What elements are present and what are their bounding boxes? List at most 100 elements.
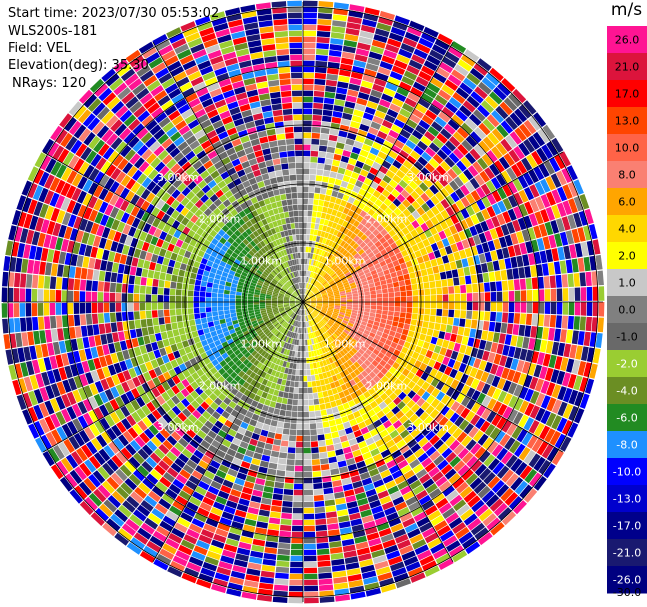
radar-gate	[229, 576, 244, 586]
radar-gate	[288, 310, 293, 315]
radar-gate	[204, 556, 219, 566]
radar-gate	[353, 368, 361, 376]
radar-gate	[88, 410, 99, 423]
radar-gate	[323, 272, 328, 279]
radar-gate	[37, 289, 44, 302]
radar-gate	[433, 439, 444, 450]
radar-gate	[383, 328, 390, 335]
radar-gate	[435, 553, 451, 565]
radar-gate	[408, 134, 420, 145]
radar-gate	[471, 390, 481, 401]
radar-gate	[354, 277, 361, 282]
radar-gate	[322, 372, 328, 379]
radar-gate	[384, 207, 393, 216]
radar-gate	[332, 333, 338, 339]
radar-gate	[55, 277, 63, 290]
radar-gate	[213, 278, 220, 285]
radar-gate	[278, 293, 285, 296]
radar-gate	[382, 474, 394, 484]
radar-gate	[318, 145, 327, 152]
radar-gate	[311, 278, 315, 285]
radar-gate	[44, 174, 55, 189]
radar-gate	[279, 524, 292, 532]
radar-gate	[276, 396, 283, 404]
radar-gate	[82, 193, 93, 206]
radar-gate	[303, 18, 317, 25]
radar-gate	[242, 289, 249, 294]
radar-gate	[238, 466, 249, 475]
radar-gate	[353, 228, 361, 235]
radar-gate	[369, 286, 376, 292]
radar-gate	[259, 299, 265, 302]
radar-gate	[322, 318, 328, 323]
radar-gate	[291, 350, 296, 357]
radar-gate	[310, 441, 319, 448]
radar-gate	[351, 250, 358, 257]
radar-gate	[402, 328, 409, 336]
radar-gate	[339, 161, 348, 169]
radar-gate	[375, 313, 382, 319]
radar-gate	[387, 193, 396, 203]
radar-gate	[370, 89, 383, 99]
radar-gate	[97, 292, 104, 302]
radar-gate	[428, 466, 440, 478]
radar-gate	[294, 381, 299, 388]
radar-gate	[388, 517, 402, 527]
radar-gate	[239, 355, 247, 363]
radar-gate	[424, 505, 438, 516]
radar-gate	[104, 389, 115, 401]
radar-gate	[339, 527, 352, 535]
radar-gate	[382, 343, 390, 351]
radar-gate	[379, 260, 387, 267]
radar-gate	[312, 266, 317, 273]
radar-gate	[250, 495, 262, 503]
radar-gate	[312, 471, 322, 478]
radar-gate	[324, 365, 330, 372]
radar-gate	[286, 374, 292, 381]
radar-gate	[333, 393, 341, 401]
radar-gate	[198, 573, 214, 583]
radar-gate	[452, 92, 466, 104]
radar-gate	[295, 302, 301, 304]
radar-gate	[348, 279, 355, 284]
radar-gate	[340, 264, 346, 271]
radar-gate	[304, 597, 319, 604]
radar-gate	[184, 346, 192, 354]
radar-gate	[403, 70, 418, 81]
radar-gate	[328, 304, 335, 307]
radar-gate	[280, 366, 286, 373]
radar-gate	[251, 458, 261, 466]
radar-gate	[198, 480, 210, 491]
radar-gate	[342, 279, 348, 284]
radar-gate	[340, 472, 350, 480]
radar-gate	[276, 378, 283, 385]
radar-gate	[376, 22, 392, 32]
radar-gate	[320, 464, 330, 471]
radar-gate	[293, 387, 299, 394]
radar-gate	[289, 300, 295, 302]
radar-gate	[297, 309, 300, 315]
radar-gate	[470, 214, 480, 225]
radar-gate	[435, 165, 447, 176]
radar-gate	[419, 362, 428, 372]
radar-gate	[317, 163, 325, 170]
radar-gate	[311, 286, 316, 292]
radar-gate	[282, 313, 288, 318]
radar-gate	[377, 352, 385, 359]
radar-gate	[176, 254, 184, 263]
radar-gate	[568, 198, 578, 214]
radar-gate	[316, 255, 321, 261]
radar-gate	[92, 324, 100, 336]
radar-gate	[88, 196, 98, 209]
radar-gate	[551, 204, 561, 219]
radar-gate	[254, 289, 261, 293]
radar-gate	[333, 443, 343, 450]
radar-gate	[214, 397, 223, 406]
radar-gate	[164, 250, 173, 259]
radar-gate	[392, 496, 405, 506]
radar-gate	[308, 192, 314, 199]
radar-gate	[392, 198, 402, 207]
radar-gate	[389, 103, 401, 113]
radar-gate	[533, 225, 542, 239]
radar-gate	[224, 453, 234, 463]
